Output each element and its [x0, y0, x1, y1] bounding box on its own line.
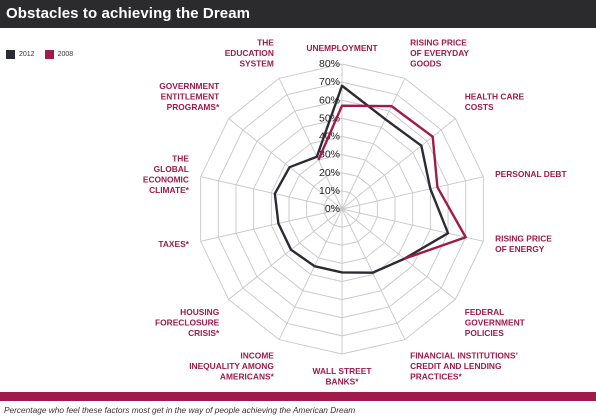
category-label-line: UNEMPLOYMENT — [306, 43, 378, 53]
category-label-line: TAXES* — [158, 239, 189, 249]
grid-spoke-12 — [228, 118, 343, 210]
category-label-line: WALL STREET — [313, 366, 373, 376]
grid-spoke-2 — [341, 118, 456, 210]
category-label-line: ENTITLEMENT — [161, 92, 221, 102]
tick-label: 0% — [325, 203, 340, 215]
category-label: RISING PRICE OF EVERYDAY GOODS — [410, 38, 469, 69]
grid-spoke-3 — [341, 176, 484, 210]
legend: 2012 2008 — [6, 50, 83, 59]
category-label: PERSONAL DEBT — [495, 169, 567, 179]
title-bar: Obstacles to achieving the Dream — [0, 0, 596, 28]
category-label-line: RISING PRICE — [410, 38, 467, 48]
category-label-line: CRISIS* — [188, 328, 220, 338]
grid-spoke-11 — [200, 176, 343, 210]
category-label-line: PRACTICES* — [410, 371, 462, 381]
category-label: GOVERNMENT ENTITLEMENT PROGRAMS* — [159, 81, 220, 112]
grid-spoke-9 — [228, 208, 343, 300]
category-label-line: ECONOMIC — [143, 174, 189, 184]
category-label-line: CREDIT AND LENDING — [410, 361, 501, 371]
category-label-line: AMERICANS* — [220, 371, 275, 381]
category-label-line: EDUCATION — [225, 48, 274, 58]
category-label-line: FINANCIAL INSTITUTIONS’ — [410, 350, 518, 360]
category-label-line: GOVERNMENT — [159, 81, 220, 91]
category-label: UNEMPLOYMENT — [306, 43, 378, 53]
legend-label-2012: 2012 — [19, 51, 35, 58]
caption: Percentage who feel these factors most g… — [4, 405, 356, 415]
legend-item-2008: 2008 — [44, 50, 74, 59]
series-line-2012 — [273, 84, 450, 274]
tick-label: 30% — [319, 149, 340, 161]
grid-spoke-10 — [200, 208, 343, 242]
grid-spoke-1 — [341, 78, 406, 210]
category-label-line: OF ENERGY — [495, 244, 545, 254]
category-label-line: FEDERAL — [465, 307, 505, 317]
chart-title: Obstacles to achieving the Dream — [6, 5, 251, 22]
category-label-line: GOODS — [410, 59, 442, 69]
category-label-line: FORECLOSURE — [155, 317, 220, 327]
category-label-line: POLICIES — [465, 328, 505, 338]
category-label-line: GOVERNMENT — [465, 317, 526, 327]
category-label: WALL STREET BANKS* — [313, 366, 373, 387]
category-label-line: INCOME — [240, 350, 274, 360]
category-label: FEDERAL GOVERNMENT POLICIES — [465, 307, 526, 338]
category-label-line: PERSONAL DEBT — [495, 169, 567, 179]
category-label-line: THE — [172, 153, 189, 163]
category-label-line: CLIMATE* — [149, 185, 190, 195]
legend-swatch-2012 — [6, 50, 15, 59]
footer-bar — [0, 392, 596, 401]
tick-label: 70% — [319, 76, 340, 88]
legend-swatch-2008 — [44, 50, 54, 59]
tick-label: 80% — [319, 58, 340, 70]
category-label-line: HOUSING — [180, 307, 219, 317]
category-label: HEALTH CARE COSTS — [465, 92, 525, 113]
tick-label: 10% — [319, 185, 340, 197]
category-label: INCOME INEQUALITY AMONG AMERICANS* — [189, 350, 274, 381]
grid-spoke-8 — [278, 208, 343, 340]
category-label-line: PROGRAMS* — [167, 102, 220, 112]
category-label: HOUSING FORECLOSURE CRISIS* — [155, 307, 220, 338]
grid-spoke-4 — [341, 208, 484, 242]
grid-spoke-13 — [278, 78, 343, 210]
grid-spoke-6 — [341, 208, 406, 340]
radar-chart: 0%10%20%30%40%50%60%70%80%UNEMPLOYMENTRI… — [143, 38, 568, 387]
series-line-2008 — [317, 104, 467, 260]
category-label: THE EDUCATION SYSTEM — [225, 38, 275, 69]
category-label-line: GLOBAL — [154, 164, 189, 174]
legend-item-2012: 2012 — [6, 50, 35, 59]
category-label: RISING PRICE OF ENERGY — [495, 234, 552, 255]
category-label-line: SYSTEM — [239, 59, 273, 69]
grid-spoke-5 — [341, 208, 456, 300]
category-label-line: INEQUALITY AMONG — [189, 361, 274, 371]
category-label-line: BANKS* — [325, 377, 359, 387]
category-label-line: COSTS — [465, 102, 494, 112]
tick-label: 20% — [319, 167, 340, 179]
category-label-line: OF EVERYDAY — [410, 48, 469, 58]
category-label: FINANCIAL INSTITUTIONS’ CREDIT AND LENDIN… — [410, 350, 518, 381]
category-label: TAXES* — [158, 239, 189, 249]
category-label-line: HEALTH CARE — [465, 92, 525, 102]
category-label-line: RISING PRICE — [495, 234, 552, 244]
legend-label-2008: 2008 — [57, 51, 74, 58]
category-label: THE GLOBAL ECONOMIC CLIMATE* — [143, 153, 190, 195]
category-label-line: THE — [257, 38, 274, 48]
